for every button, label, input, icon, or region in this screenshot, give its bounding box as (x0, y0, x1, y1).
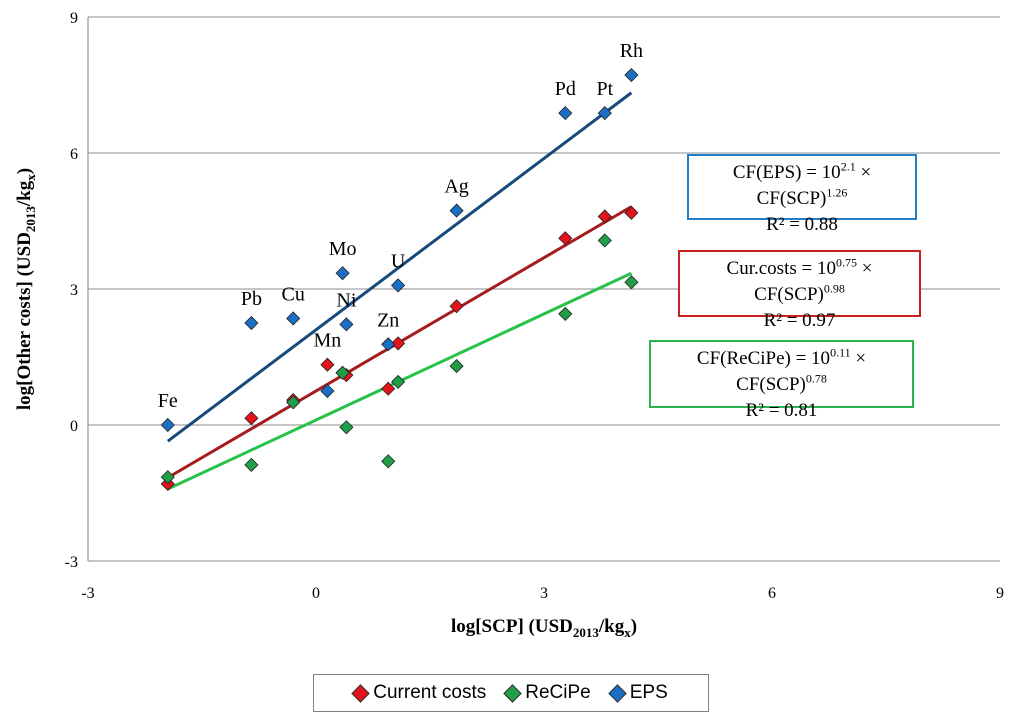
data-point (381, 337, 396, 352)
y-tick-labels: -3 0 3 6 9 (65, 10, 78, 571)
fit-line-2 (166, 91, 633, 443)
point-labels: Fe Pb Cu Mn Mo Ni Zn U Ag Pd Pt Rh (158, 40, 643, 412)
legend-label-current-costs: Current costs (373, 682, 487, 703)
legend-marker-recipe (503, 683, 522, 703)
y-tick-label: 3 (70, 282, 78, 299)
legend-item-eps: EPS (608, 682, 668, 704)
element-label: Mo (329, 238, 357, 260)
data-point (160, 417, 175, 433)
element-label: Pt (596, 78, 613, 100)
data-point (339, 317, 354, 332)
data-point (624, 275, 639, 290)
data-point (391, 374, 406, 389)
data-point (244, 315, 259, 331)
data-point (381, 454, 396, 469)
data-point (381, 381, 396, 396)
x-axis-title: log[SCP] (USD2013/kgx) (451, 616, 637, 640)
x-tick-label: 6 (768, 585, 776, 602)
x-tick-labels: -3 0 3 6 9 (81, 585, 1004, 602)
legend-item-current-costs: Current costs (351, 682, 487, 704)
data-point (449, 299, 464, 314)
data-point (160, 470, 175, 485)
element-label: Rh (620, 40, 643, 62)
y-tick-label: -3 (65, 554, 78, 571)
y-tick-label: 0 (70, 418, 78, 435)
data-point (320, 383, 335, 399)
y-tick-label: 9 (70, 10, 78, 27)
element-label: U (391, 250, 406, 272)
legend-marker-current-costs (351, 683, 370, 703)
recipe-equation: CF(ReCiPe) = 100.11 × CF(SCP)0.78 (696, 345, 867, 395)
element-label: Mn (314, 330, 342, 352)
y-axis-title: log[Other costs] (USD2013/kgx) (14, 168, 38, 410)
element-label: Cu (282, 283, 305, 305)
element-label: Ni (336, 289, 356, 311)
data-point (244, 457, 259, 472)
legend-marker-eps (608, 683, 627, 703)
legend-label-eps: EPS (629, 682, 668, 703)
data-point (624, 67, 639, 83)
x-tick-label: 3 (540, 585, 548, 602)
x-tick-label: 9 (996, 585, 1004, 602)
legend-label-recipe: ReCiPe (525, 682, 591, 703)
data-point (449, 203, 464, 218)
x-tick-label: 0 (312, 585, 320, 602)
data-point (391, 336, 406, 351)
data-point (449, 359, 464, 374)
data-point (335, 365, 350, 380)
data-point (286, 311, 301, 326)
data-point (597, 233, 612, 248)
data-point (286, 395, 301, 410)
x-tick-label: -3 (81, 585, 94, 602)
recipe-r2: R² = 0.81 (745, 400, 818, 421)
current-costs-equation-box: Cur.costs = 100.75 × CF(SCP)0.98 R² = 0.… (678, 250, 921, 331)
element-label: Pb (241, 288, 262, 310)
data-point (558, 106, 573, 121)
data-point (597, 106, 612, 121)
data-point (339, 420, 354, 435)
legend-item-recipe: ReCiPe (503, 682, 591, 704)
element-label: Pd (555, 78, 576, 100)
data-point (597, 209, 612, 224)
eps-equation-box: CF(EPS) = 102.1 × CF(SCP)1.26 R² = 0.88 (687, 154, 917, 235)
current-costs-r2: R² = 0.97 (763, 310, 836, 331)
element-label: Zn (377, 309, 399, 331)
data-point (320, 357, 335, 372)
data-point (335, 266, 350, 281)
y-tick-label: 6 (70, 146, 78, 163)
eps-equation: CF(EPS) = 102.1 × CF(SCP)1.26 (732, 159, 872, 209)
eps-r2: R² = 0.88 (766, 214, 838, 235)
grid-lines (88, 16, 1000, 562)
element-label: Ag (444, 176, 468, 198)
data-point (624, 205, 639, 220)
data-point (558, 231, 573, 246)
data-points (160, 67, 639, 491)
current-costs-equation: Cur.costs = 100.75 × CF(SCP)0.98 (726, 255, 873, 305)
element-label: Fe (158, 390, 178, 412)
data-point (391, 278, 406, 293)
data-point (558, 306, 573, 321)
data-point (244, 411, 259, 426)
recipe-equation-box: CF(ReCiPe) = 100.11 × CF(SCP)0.78 R² = 0… (649, 340, 914, 421)
legend: Current costs ReCiPe EPS (313, 674, 709, 712)
